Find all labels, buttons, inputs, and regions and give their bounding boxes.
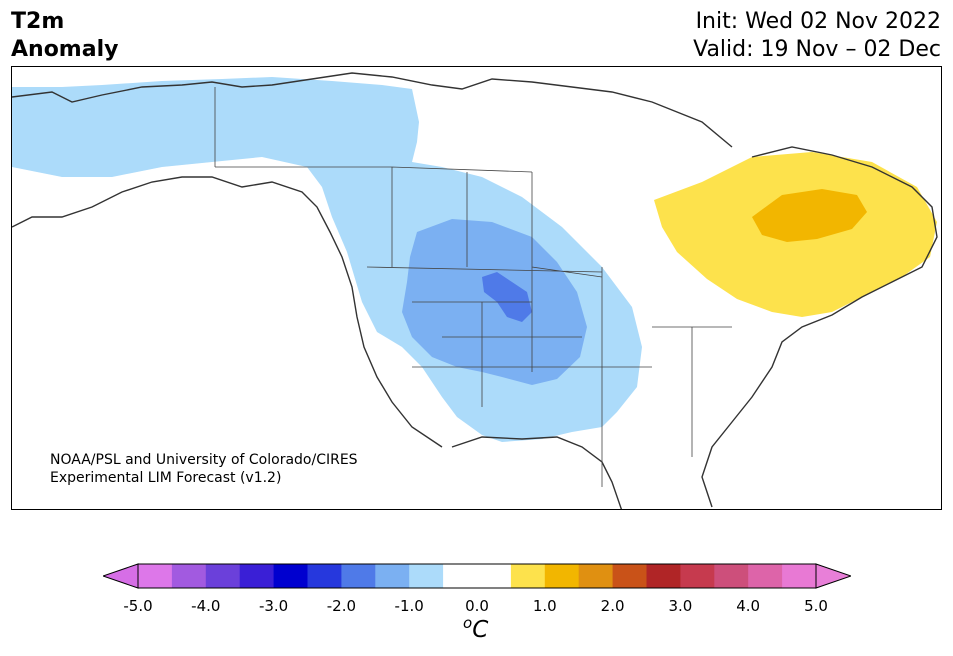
political-borders [214,87,732,487]
title-variable: T2m [11,9,65,34]
neutral-canada [417,97,652,197]
colorbar-segment [612,564,647,588]
unit-label: C [472,617,489,643]
colorbar-segment [544,564,580,588]
colorbar-segment [273,564,308,588]
colorbar-tick-label: 1.0 [532,597,557,615]
cold-anomaly-core [482,272,532,322]
colorbar-segments [138,564,817,588]
colorbar-tick-label: 3.0 [668,597,693,615]
colorbar-outline [137,563,817,589]
colorbar-segment [375,564,410,588]
colorbar-segment [171,564,207,588]
colorbar-tick-label: 5.0 [804,597,828,615]
warm-anomaly-core [752,189,867,242]
colorbar-tick-label: -3.0 [258,597,289,615]
colorbar-tick-label: 2.0 [600,597,625,615]
colorbar-segment [680,564,715,588]
colorbar-segment [714,564,749,588]
colorbar-tick-label: -5.0 [123,597,153,615]
colorbar-segment [748,564,783,588]
init-date: Init: Wed 02 Nov 2022 [695,9,941,34]
valid-range: Valid: 19 Nov – 02 Dec [693,37,941,62]
colorbar-unit: oC [463,614,488,643]
colorbar-tick-label: 4.0 [736,597,761,615]
colorbar-segment [782,564,817,588]
colorbar-segment [578,564,614,588]
title-subtitle: Anomaly [11,37,119,62]
colorbar [103,563,851,589]
colorbar-over-triangle [815,563,851,589]
colorbar-segment [646,564,681,588]
colorbar-segment [510,564,546,588]
colorbar-tick-label: 0.0 [465,597,489,615]
colorbar-segment [307,564,342,588]
colorbar-segment [341,564,376,588]
colorbar-segment [239,564,275,588]
credit-text: NOAA/PSL and University of Colorado/CIRE… [50,451,358,487]
coastline [12,72,938,509]
colorbar-tick-label: -4.0 [191,597,221,615]
colorbar-under-triangle [103,563,139,589]
colorbar-tick-label: -2.0 [326,597,357,615]
credit-line-1: NOAA/PSL and University of Colorado/CIRE… [50,452,358,468]
map-canvas [12,72,938,509]
colorbar-segment [477,564,512,588]
colorbar-segment [443,564,478,588]
unit-degree-prefix: o [463,614,473,632]
colorbar-segment [409,564,444,588]
title-block: T2m Anomaly [11,8,118,64]
colorbar-segment [138,564,173,588]
date-block: Init: Wed 02 Nov 2022 Valid: 19 Nov – 02… [693,8,941,64]
credit-line-2: Experimental LIM Forecast (v1.2) [50,470,282,486]
colorbar-segment [205,564,241,588]
colorbar-tick-label: -1.0 [394,597,424,615]
forecast-map: NOAA/PSL and University of Colorado/CIRE… [11,66,942,510]
